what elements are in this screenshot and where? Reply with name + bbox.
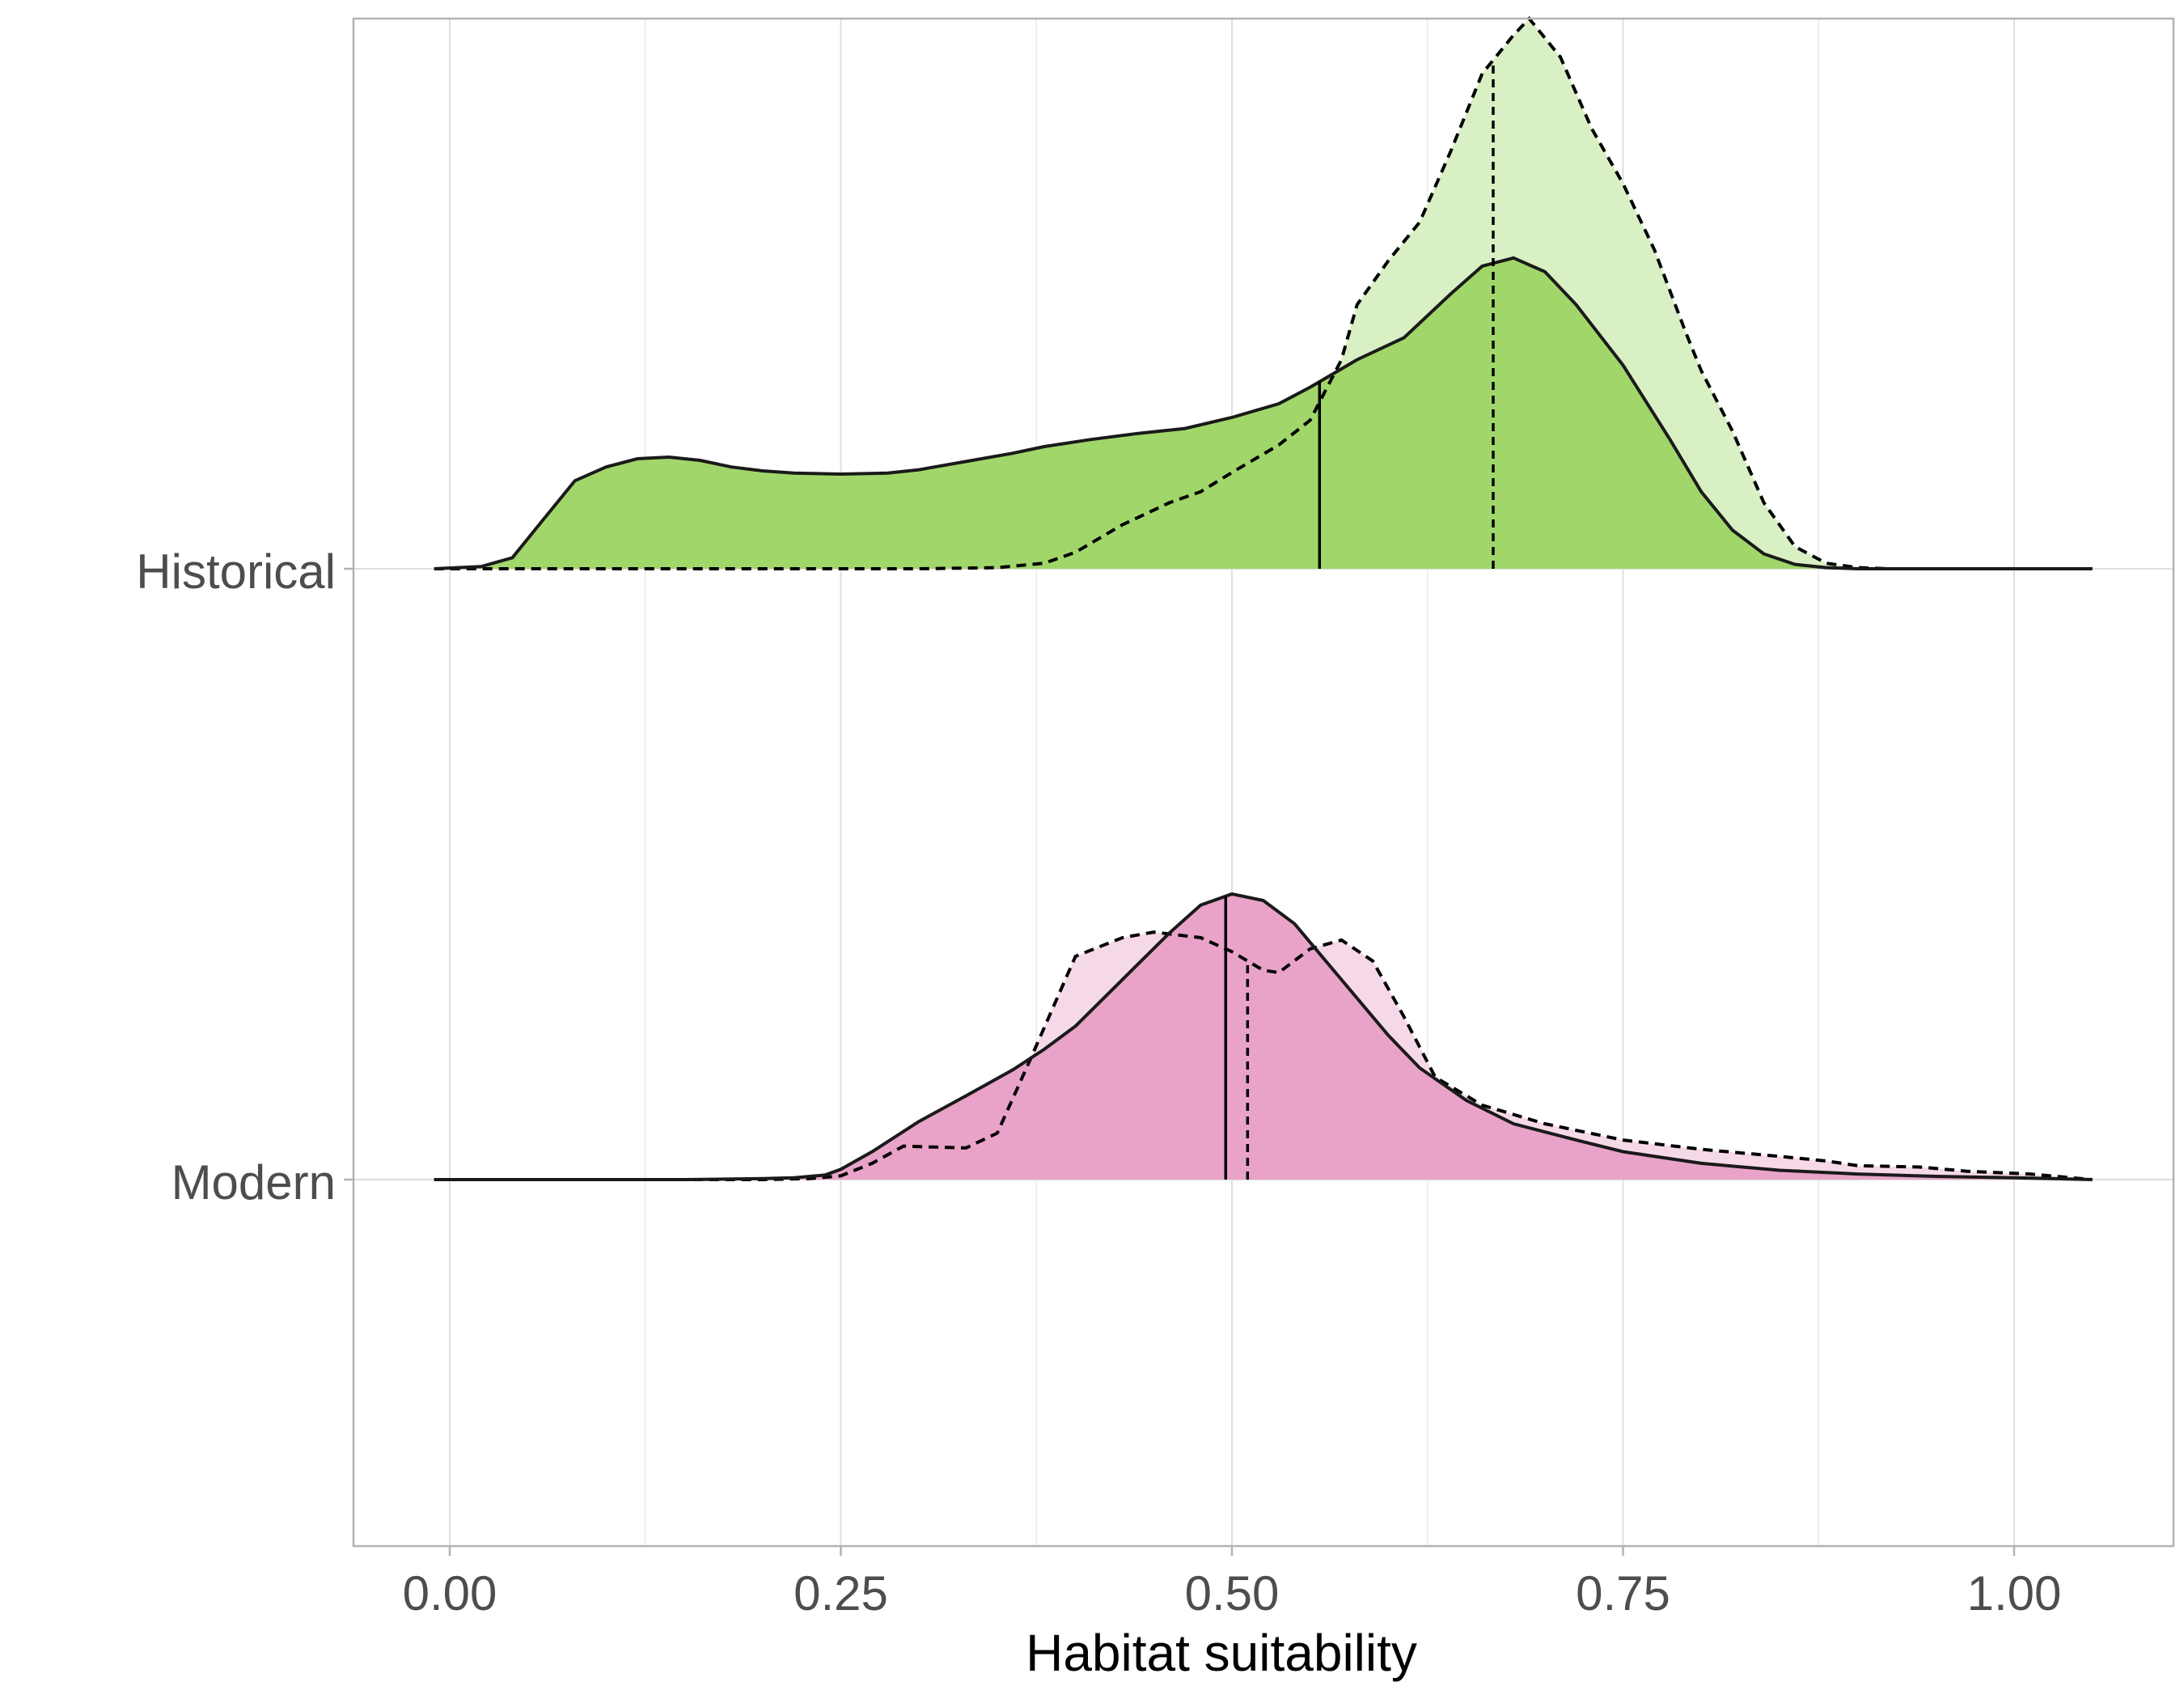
x-tick-label: 0.75 [1576, 1566, 1670, 1621]
dashed-density-fill [434, 19, 2093, 569]
panel-border [352, 17, 2175, 1548]
x-tick-label: 0.00 [403, 1566, 497, 1621]
y-tick-label: Modern [171, 1155, 336, 1210]
x-tick-label: 1.00 [1967, 1566, 2062, 1621]
y-tick-label: Historical [136, 544, 336, 599]
ridge-historical [434, 15, 2093, 570]
dashed-density-line [434, 930, 2093, 1181]
y-axis: Historical Modern [136, 544, 353, 1210]
solid-density-fill [434, 894, 2093, 1180]
grid [353, 19, 2173, 1546]
solid-density-line [434, 892, 2093, 1181]
solid-density-line [434, 256, 2093, 570]
x-tick-label: 0.25 [794, 1566, 888, 1621]
dashed-density-line [434, 15, 2093, 570]
x-tick-label: 0.50 [1185, 1566, 1280, 1621]
x-axis-title: Habitat suitability [1026, 1624, 1417, 1682]
x-axis: 0.00 0.25 0.50 0.75 1.00 [403, 1546, 2062, 1621]
ridge-modern [434, 892, 2093, 1181]
solid-density-fill [434, 257, 2093, 569]
ridges [434, 15, 2093, 1181]
